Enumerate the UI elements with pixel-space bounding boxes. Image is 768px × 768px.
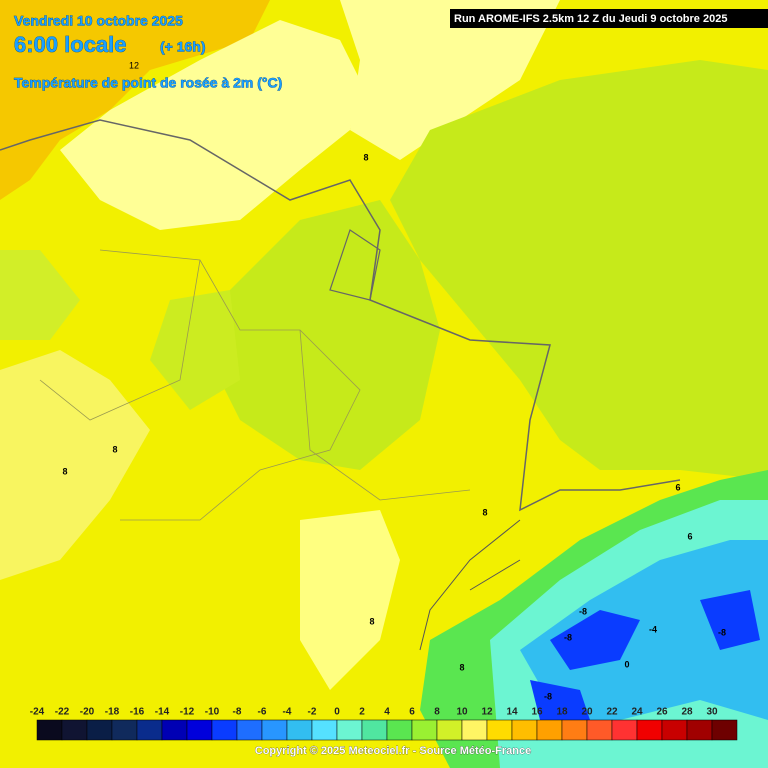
warm-area xyxy=(0,0,270,200)
legend-swatch xyxy=(111,719,138,741)
legend-swatch xyxy=(536,719,563,741)
date-label: Vendredi 10 octobre 2025 xyxy=(14,13,183,29)
legend-swatch xyxy=(86,719,113,741)
legend-swatch xyxy=(61,719,88,741)
run-box xyxy=(450,9,768,28)
legend-label: -22 xyxy=(55,707,70,718)
green-area xyxy=(210,200,440,470)
legend-label: -18 xyxy=(105,707,120,718)
legend-swatch xyxy=(436,719,463,741)
contour-label: -8 xyxy=(579,606,587,616)
very-cold-area xyxy=(530,590,760,720)
legend-swatch xyxy=(411,719,438,741)
legend-label: 0 xyxy=(334,707,340,718)
light-area xyxy=(340,0,560,160)
legend-label: -16 xyxy=(130,707,145,718)
legend-swatch xyxy=(511,719,538,741)
contour-label: -8 xyxy=(718,627,726,637)
contour-label: -4 xyxy=(649,624,657,634)
legend-label: 12 xyxy=(481,707,493,718)
legend-swatch xyxy=(386,719,413,741)
legend-label: -14 xyxy=(155,707,170,718)
legend-label: 30 xyxy=(706,707,718,718)
border xyxy=(329,229,381,301)
legend-swatch xyxy=(236,719,263,741)
legend-label: -6 xyxy=(258,707,267,718)
legend-swatch xyxy=(361,719,388,741)
legend-label: -20 xyxy=(80,707,95,718)
copyright: Copyright © 2025 Meteociel.fr - Source M… xyxy=(255,745,531,757)
legend-label: 24 xyxy=(631,707,643,718)
contour-labels: 8 8 8 8 8 8 6 -8 -4 -8 -8 0 -8 6 xyxy=(62,152,726,701)
legend-swatch xyxy=(611,719,638,741)
legend-label: -8 xyxy=(233,707,242,718)
legend-swatch xyxy=(261,719,288,741)
contour-label: 8 xyxy=(112,444,117,454)
legend-label: 8 xyxy=(434,707,440,718)
legend-label: 2 xyxy=(359,707,365,718)
legend-label: 6 xyxy=(409,707,415,718)
contour-label: 12 xyxy=(129,60,139,70)
legend-swatch xyxy=(661,719,688,741)
legend-swatch xyxy=(311,719,338,741)
legend-label: -2 xyxy=(308,707,317,718)
legend-swatch xyxy=(711,719,738,741)
legend-label: 10 xyxy=(456,707,468,718)
contour-label: 8 xyxy=(459,662,464,672)
green-area xyxy=(390,60,768,480)
legend-label: 18 xyxy=(556,707,568,718)
legend-label: 16 xyxy=(531,707,543,718)
legend-swatch xyxy=(36,719,63,741)
contour-label: -8 xyxy=(544,691,552,701)
contour-label: -8 xyxy=(564,632,572,642)
legend-swatch xyxy=(561,719,588,741)
legend-swatch xyxy=(686,719,713,741)
legend-label: -10 xyxy=(205,707,220,718)
cold-area xyxy=(520,540,768,720)
lead-label: (+ 16h) xyxy=(160,39,206,55)
legend-label: 4 xyxy=(384,707,390,718)
legend-swatch xyxy=(136,719,163,741)
legend-label: -4 xyxy=(283,707,292,718)
green-area xyxy=(0,250,80,340)
legend-label: -24 xyxy=(30,707,45,718)
legend-swatch xyxy=(336,719,363,741)
legend-swatch xyxy=(211,719,238,741)
border xyxy=(0,119,681,512)
legend: -24 -22 -20 -18 -16 -14 -12 -10 -8 -6 -4 -2 0 2 4 6 8 10 1… xyxy=(30,707,738,741)
contour-label: 8 xyxy=(482,507,487,517)
light-area xyxy=(60,20,360,230)
contour-label: 8 xyxy=(363,152,368,162)
region-line xyxy=(39,249,471,521)
contour-label: 8 xyxy=(62,466,67,476)
legend-swatch xyxy=(286,719,313,741)
legend-label: 28 xyxy=(681,707,693,718)
border xyxy=(419,519,521,651)
legend-swatch xyxy=(461,719,488,741)
light-area xyxy=(300,510,400,690)
legend-label: -12 xyxy=(180,707,195,718)
time-label: 6:00 locale xyxy=(14,32,127,57)
parameter-label: Température de point de rosée à 2m (°C) xyxy=(14,75,282,91)
legend-label: 14 xyxy=(506,707,518,718)
legend-label: 22 xyxy=(606,707,618,718)
legend-swatch xyxy=(586,719,613,741)
legend-label: 26 xyxy=(656,707,668,718)
contour-label: 0 xyxy=(624,659,629,669)
light-area xyxy=(0,350,150,580)
green-area xyxy=(150,290,240,410)
legend-swatch xyxy=(486,719,513,741)
legend-swatch xyxy=(636,719,663,741)
legend-swatch xyxy=(161,719,188,741)
contour-label: 8 xyxy=(369,616,374,626)
contour-label: 6 xyxy=(675,482,680,492)
run-label: Run AROME-IFS 2.5km 12 Z du Jeudi 9 octo… xyxy=(454,13,727,25)
contour-label: 6 xyxy=(687,531,692,541)
legend-label: 20 xyxy=(581,707,593,718)
legend-swatch xyxy=(186,719,213,741)
